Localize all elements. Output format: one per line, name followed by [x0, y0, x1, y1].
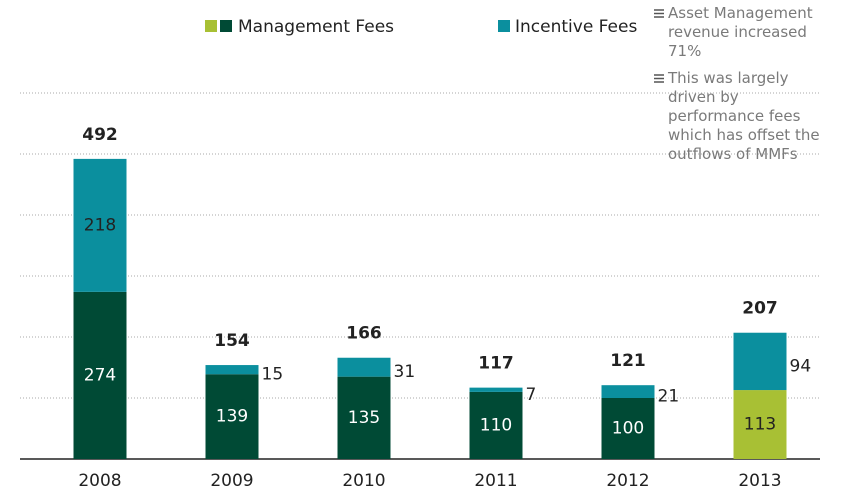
x-tick-label: 2008 [78, 471, 121, 491]
bar-segment [469, 391, 523, 459]
total-label: 166 [346, 324, 382, 344]
value-label: 110 [480, 415, 512, 435]
legend-label: Management Fees [238, 17, 394, 37]
value-label: 7 [526, 385, 537, 405]
value-label: 139 [216, 407, 248, 427]
note: This was largely driven by performance f… [654, 69, 834, 164]
total-label: 154 [214, 331, 250, 351]
value-label: 31 [394, 362, 416, 382]
bar-segment [73, 291, 127, 459]
bar-segment [205, 365, 259, 375]
bar-segment [733, 332, 787, 391]
value-label: 94 [790, 356, 812, 376]
x-tick-label: 2010 [342, 471, 385, 491]
legend-swatch [220, 20, 232, 32]
note-icon [654, 74, 664, 83]
value-label: 274 [84, 365, 116, 385]
value-label: 113 [744, 415, 776, 435]
x-tick-label: 2011 [474, 471, 517, 491]
bar-segment [601, 398, 655, 459]
bar-segment [205, 374, 259, 459]
note-icon [654, 9, 664, 18]
value-label: 21 [658, 387, 680, 407]
value-label: 100 [612, 419, 644, 439]
bar-segment [337, 376, 391, 459]
notes: Asset Management revenue increased 71% T… [654, 4, 834, 172]
total-label: 492 [82, 125, 118, 145]
bar-segment [73, 158, 127, 292]
value-label: 218 [84, 215, 116, 235]
note-text: Asset Management revenue increased 71% [668, 4, 813, 60]
legend-label: Incentive Fees [515, 17, 637, 37]
total-label: 207 [742, 299, 778, 319]
value-label: 15 [262, 365, 284, 385]
x-tick-label: 2009 [210, 471, 253, 491]
bar-segment [337, 357, 391, 377]
x-tick-label: 2012 [606, 471, 649, 491]
x-tick-label: 2013 [738, 471, 781, 491]
bar-segment [601, 385, 655, 398]
legend-swatch [498, 20, 510, 32]
total-label: 117 [478, 354, 514, 374]
note-text: This was largely driven by performance f… [668, 69, 820, 163]
value-label: 135 [348, 408, 380, 428]
note: Asset Management revenue increased 71% [654, 4, 834, 61]
bar-segment [469, 387, 523, 392]
total-label: 121 [610, 351, 646, 371]
legend-swatch [205, 20, 217, 32]
bar-segment [733, 390, 787, 459]
